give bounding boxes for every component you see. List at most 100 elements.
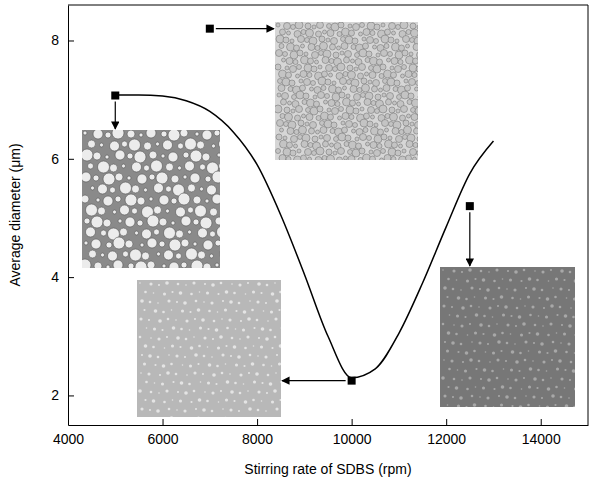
micrograph-texture [98,207,106,215]
micrograph-texture [536,387,538,389]
micrograph-texture [165,389,168,392]
micrograph-texture [143,309,145,311]
micrograph-texture [394,80,400,86]
micrograph-texture [251,417,253,418]
micrograph-texture [106,265,110,268]
micrograph-texture [208,363,212,367]
micrograph-texture [122,141,128,147]
micrograph-texture [474,278,476,280]
micrograph-texture [511,350,515,354]
micrograph-texture [410,122,414,126]
micrograph-texture [541,289,544,292]
micrograph-texture [469,358,473,362]
micrograph-texture [347,80,352,85]
micrograph-texture [125,217,135,227]
micrograph-texture [215,240,220,246]
micrograph-texture [574,352,575,354]
micrograph-texture [347,65,353,71]
micrograph-texture [373,45,377,49]
micrograph-texture [88,163,94,169]
micrograph-texture [185,338,188,341]
micrograph-texture [310,87,314,91]
micrograph-texture [276,35,284,43]
axis-line [69,425,589,426]
micrograph-texture [537,369,540,372]
micrograph [275,22,418,160]
micrograph-texture [540,342,544,346]
micrograph-texture [488,325,491,328]
micrograph-texture [396,109,400,113]
micrograph-texture [157,356,160,359]
micrograph-texture [226,380,230,384]
micrograph-texture [290,150,296,156]
micrograph-texture [206,400,209,403]
micrograph-texture [482,386,485,389]
micrograph-texture [198,251,206,259]
micrograph-texture [146,327,148,329]
micrograph-texture [82,195,89,203]
micrograph-texture [197,308,201,312]
micrograph-texture [214,130,220,136]
micrograph-texture [318,92,325,99]
micrograph-texture [381,50,388,57]
micrograph-texture [252,290,255,293]
micrograph-texture [129,139,141,151]
micrograph-texture [338,116,342,120]
micrograph-texture [564,314,568,318]
micrograph-texture [202,153,210,161]
micrograph-texture [263,310,265,312]
micrograph-texture [217,226,221,238]
micrograph-texture [483,368,487,372]
micrograph-texture [570,361,573,364]
micrograph-texture [457,369,459,371]
micrograph-texture [556,332,558,334]
data-point [348,377,356,385]
micrograph-texture [416,66,418,72]
micrograph-texture [103,219,111,227]
micrograph-texture [127,130,135,138]
micrograph-texture [185,138,197,150]
micrograph-texture [473,403,477,407]
micrograph-texture [492,316,494,318]
micrograph-texture [243,383,245,385]
micrograph-texture [392,31,396,35]
tick-mark [163,419,164,425]
micrograph-texture [288,87,293,92]
micrograph-texture [148,354,152,358]
micrograph-texture [568,289,570,291]
micrograph-texture [276,149,281,154]
micrograph-texture [217,153,220,157]
micrograph-texture [525,287,527,289]
micrograph-texture [158,319,162,323]
micrograph-texture [510,368,513,371]
micrograph-texture [212,171,220,183]
micrograph-texture [163,292,166,295]
micrograph-texture [560,269,564,273]
micrograph-texture [554,349,558,353]
micrograph-texture [493,406,495,407]
micrograph-texture [451,341,455,345]
micrograph-texture [228,318,231,321]
micrograph-texture [406,141,413,148]
arrow [469,212,470,266]
micrograph-texture [274,282,276,284]
arrows [115,29,470,381]
micrograph-texture [233,292,236,295]
micrograph-texture [543,307,545,309]
micrograph-texture [154,206,162,214]
micrograph-texture [218,401,220,403]
micrograph-texture [193,219,199,225]
micrograph-texture [524,359,527,362]
micrograph-texture [183,152,189,158]
micrograph-texture [203,336,206,339]
micrograph-texture [210,208,218,216]
micrograph-texture [520,298,522,300]
micrograph-texture [163,401,166,404]
micrograph-texture [391,58,398,65]
micrograph-texture [304,79,311,86]
micrograph-texture [401,74,405,78]
micrograph-texture [279,399,281,401]
micrograph-texture [385,128,389,132]
micrograph-texture [159,195,169,205]
micrograph-texture [353,123,358,128]
